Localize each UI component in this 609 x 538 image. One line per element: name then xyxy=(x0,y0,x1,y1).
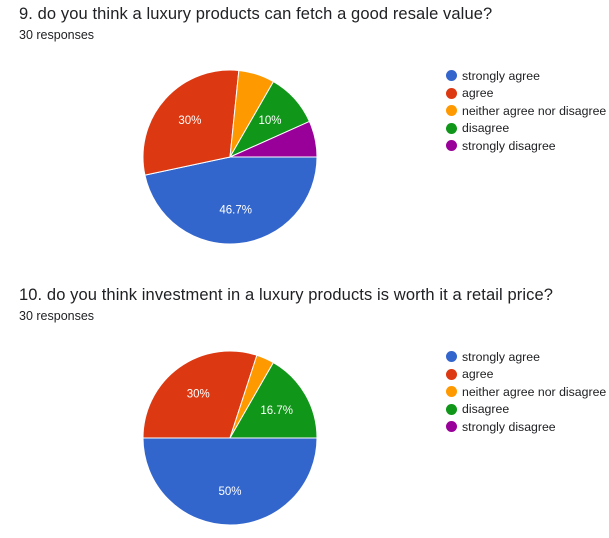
legend-label: strongly disagree xyxy=(462,419,556,434)
legend-swatch xyxy=(446,351,457,363)
legend-label: strongly agree xyxy=(462,349,540,364)
legend-item-strongly-disagree[interactable]: strongly disagree xyxy=(446,137,606,155)
legend-swatch xyxy=(446,421,457,433)
data-label: 30% xyxy=(178,115,201,127)
data-label: 16.7% xyxy=(260,405,293,417)
response-count: 30 responses xyxy=(19,309,95,323)
data-label: 50% xyxy=(218,486,241,498)
pie-slice-strongly-disagree[interactable] xyxy=(229,120,318,158)
question-title: 10. do you think investment in a luxury … xyxy=(19,286,554,304)
pie-slice-disagree[interactable] xyxy=(229,361,318,439)
legend-item-strongly-agree[interactable]: strongly agree xyxy=(446,67,606,85)
pie-slice-agree[interactable] xyxy=(142,350,258,439)
legend-label: neither agree nor disagree xyxy=(462,103,607,118)
data-label: 10% xyxy=(259,115,282,127)
question-title: 9. do you think a luxury products can fe… xyxy=(19,5,493,23)
legend-swatch xyxy=(446,122,457,134)
legend-swatch xyxy=(446,70,457,82)
legend-label: strongly agree xyxy=(462,68,540,83)
pie-slice-agree[interactable] xyxy=(142,69,240,176)
pie-chart: 46.7% 30% 10% xyxy=(142,69,318,245)
legend-label: agree xyxy=(462,367,494,382)
pie-slice-strongly-agree[interactable] xyxy=(144,156,318,245)
legend-label: strongly disagree xyxy=(462,138,556,153)
legend-swatch xyxy=(446,140,457,152)
legend-item-neither-agree-nor-disagree[interactable]: neither agree nor disagree xyxy=(446,102,606,120)
question-9: 9. do you think a luxury products can fe… xyxy=(0,0,609,255)
legend: strongly agree agree neither agree nor d… xyxy=(446,67,606,155)
legend-swatch xyxy=(446,105,457,117)
legend-label: neither agree nor disagree xyxy=(462,384,607,399)
pie-slice-strongly-agree[interactable] xyxy=(142,437,318,526)
legend-swatch xyxy=(446,368,457,380)
response-count: 30 responses xyxy=(19,28,95,42)
pie-chart: 50% 30% 16.7% xyxy=(142,350,318,526)
legend: strongly agree agree neither agree nor d… xyxy=(446,348,606,436)
question-10: 10. do you think investment in a luxury … xyxy=(0,281,609,536)
legend-item-neither-agree-nor-disagree[interactable]: neither agree nor disagree xyxy=(446,383,606,401)
legend-label: disagree xyxy=(462,121,510,136)
legend-item-agree[interactable]: agree xyxy=(446,366,606,384)
legend-swatch xyxy=(446,403,457,415)
legend-item-disagree[interactable]: disagree xyxy=(446,120,606,138)
legend-item-strongly-agree[interactable]: strongly agree xyxy=(446,348,606,366)
legend-item-disagree[interactable]: disagree xyxy=(446,401,606,419)
legend-label: disagree xyxy=(462,402,510,417)
legend-swatch xyxy=(446,87,457,99)
data-label: 46.7% xyxy=(219,205,252,217)
legend-label: agree xyxy=(462,86,494,101)
data-label: 30% xyxy=(187,388,210,400)
legend-swatch xyxy=(446,386,457,398)
legend-item-strongly-disagree[interactable]: strongly disagree xyxy=(446,418,606,436)
legend-item-agree[interactable]: agree xyxy=(446,85,606,103)
